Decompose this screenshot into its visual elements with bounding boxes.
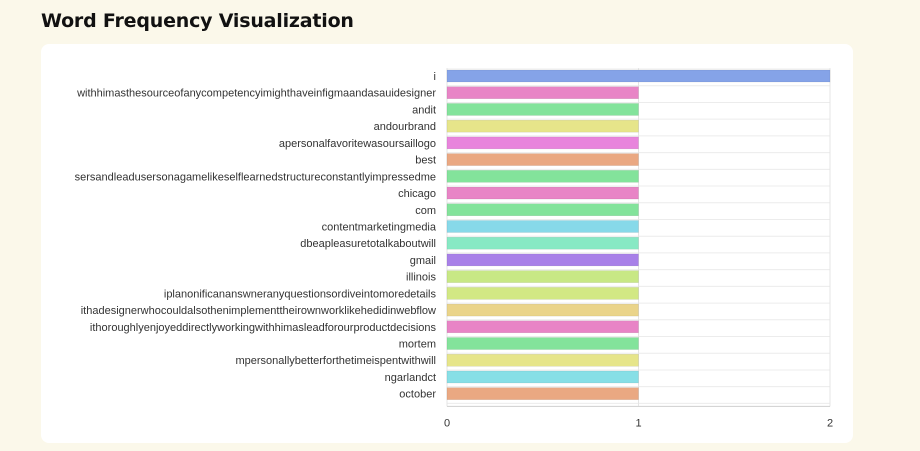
category-label: gmail: [410, 255, 436, 267]
bar-chart: i withhimasthesourceofanycompetencyimight…: [75, 68, 833, 429]
bar[interactable]: [446, 387, 639, 400]
category-label: withhimasthesourceofanycompetencyimighth…: [76, 88, 436, 100]
category-label: mortem: [399, 339, 436, 351]
x-tick-label: 2: [827, 417, 833, 429]
category-label: contentmarketingmedia: [322, 221, 437, 233]
bar[interactable]: [446, 270, 639, 283]
bar[interactable]: [446, 69, 831, 83]
bar[interactable]: [446, 287, 639, 300]
bar[interactable]: [446, 353, 639, 367]
bar[interactable]: [446, 103, 639, 116]
category-label: andourbrand: [374, 121, 436, 133]
page-title: Word Frequency Visualization: [41, 10, 354, 32]
category-label: illinois: [406, 272, 436, 284]
bar[interactable]: [446, 203, 639, 217]
category-label: ngarlandct: [385, 372, 436, 384]
category-label: iplanonificananswneranyquestionsordivein…: [164, 288, 437, 300]
bar[interactable]: [446, 253, 639, 267]
bar[interactable]: [446, 303, 639, 317]
category-label: mpersonallybetterforthetimeispentwithwil…: [235, 355, 436, 367]
chart-card: i withhimasthesourceofanycompetencyimight…: [41, 44, 853, 443]
bar[interactable]: [446, 236, 639, 250]
bar[interactable]: [446, 337, 639, 350]
bar[interactable]: [446, 119, 639, 133]
bar[interactable]: [446, 153, 639, 166]
category-label: october: [399, 389, 436, 401]
category-label: ithoroughlyenjoyeddirectlyworkingwithhim…: [90, 322, 437, 334]
bar[interactable]: [446, 136, 639, 150]
category-label: andit: [412, 104, 436, 116]
category-label: dbeapleasuretotalkaboutwill: [300, 238, 436, 250]
bar[interactable]: [446, 320, 639, 334]
bar[interactable]: [446, 220, 639, 233]
category-label: sersandleadusersonagamelikeselflearnedst…: [75, 171, 436, 183]
category-label: chicago: [398, 188, 436, 200]
bar[interactable]: [446, 370, 639, 384]
category-label: com: [415, 205, 436, 217]
bar[interactable]: [446, 86, 639, 99]
category-label: apersonalfavoritewasoursaillogo: [279, 138, 436, 150]
x-tick-label: 1: [635, 417, 641, 429]
bar[interactable]: [446, 170, 639, 183]
category-label: best: [415, 155, 436, 167]
x-tick-label: 0: [444, 417, 450, 429]
category-label: i: [434, 71, 436, 83]
category-label: ithadesignerwhocouldalsothenimplementthe…: [81, 305, 436, 317]
bar[interactable]: [446, 186, 639, 200]
